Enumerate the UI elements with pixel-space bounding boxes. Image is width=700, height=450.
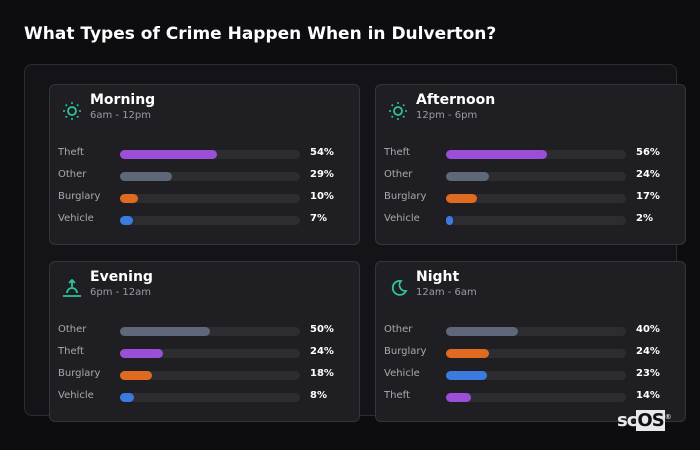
crime-row: Vehicle 8% — [58, 390, 348, 403]
bar-track — [120, 150, 300, 159]
crime-row: Vehicle 23% — [384, 368, 674, 381]
crime-label: Other — [58, 324, 87, 335]
crime-label: Theft — [384, 147, 410, 158]
crime-label: Burglary — [58, 368, 101, 379]
crime-percent: 18% — [310, 368, 334, 379]
crime-percent: 7% — [310, 213, 327, 224]
card-evening: Evening 6pm - 12am Other 50% Theft 24% B… — [49, 261, 360, 422]
card-title: Morning — [90, 92, 156, 108]
crime-percent: 29% — [310, 169, 334, 180]
crime-percent: 17% — [636, 191, 660, 202]
card-title: Afternoon — [416, 92, 496, 108]
bar-fill — [446, 194, 477, 203]
crime-percent: 23% — [636, 368, 660, 379]
crime-label: Vehicle — [384, 213, 420, 224]
sun-icon — [62, 101, 82, 121]
crime-percent: 2% — [636, 213, 653, 224]
crime-label: Other — [384, 169, 413, 180]
bar-fill — [446, 393, 472, 402]
bar-fill — [120, 172, 173, 181]
bar-fill — [120, 393, 135, 402]
card-afternoon: Afternoon 12pm - 6pm Theft 56% Other 24%… — [375, 84, 686, 245]
bar-track — [446, 349, 626, 358]
crime-percent: 14% — [636, 390, 660, 401]
bar-fill — [120, 327, 210, 336]
crime-row: Other 50% — [58, 324, 348, 337]
crime-percent: 50% — [310, 324, 334, 335]
crime-label: Theft — [58, 346, 84, 357]
crime-label: Other — [58, 169, 87, 180]
crime-row: Theft 54% — [58, 147, 348, 160]
crime-row: Theft 24% — [58, 346, 348, 359]
card-morning: Morning 6am - 12pm Theft 54% Other 29% B… — [49, 84, 360, 245]
bar-track — [446, 150, 626, 159]
crime-row: Vehicle 7% — [58, 213, 348, 226]
bar-track — [120, 194, 300, 203]
crime-label: Burglary — [384, 191, 427, 202]
card-hours: 12am - 6am — [416, 287, 477, 298]
bar-track — [120, 393, 300, 402]
card-night: Night 12am - 6am Other 40% Burglary 24% … — [375, 261, 686, 422]
bar-fill — [446, 349, 490, 358]
crime-row: Burglary 10% — [58, 191, 348, 204]
crime-label: Other — [384, 324, 413, 335]
crime-label: Theft — [58, 147, 84, 158]
crime-row: Other 29% — [58, 169, 348, 182]
scos-logo: scOS® — [617, 410, 672, 431]
card-hours: 12pm - 6pm — [416, 110, 478, 121]
moon-icon — [388, 278, 408, 298]
crime-percent: 40% — [636, 324, 660, 335]
crime-row: Other 40% — [384, 324, 674, 337]
crime-label: Burglary — [384, 346, 427, 357]
crime-row: Burglary 24% — [384, 346, 674, 359]
crime-percent: 10% — [310, 191, 334, 202]
bar-track — [446, 172, 626, 181]
bar-track — [446, 194, 626, 203]
card-title: Night — [416, 269, 460, 285]
crime-percent: 8% — [310, 390, 327, 401]
bar-fill — [446, 216, 454, 225]
crime-percent: 24% — [636, 346, 660, 357]
sun-icon — [388, 101, 408, 121]
bar-track — [120, 327, 300, 336]
crime-percent: 56% — [636, 147, 660, 158]
crime-label: Vehicle — [58, 390, 94, 401]
crime-percent: 54% — [310, 147, 334, 158]
bar-fill — [446, 327, 518, 336]
bar-track — [446, 393, 626, 402]
crime-row: Theft 14% — [384, 390, 674, 403]
sunset-icon — [62, 278, 82, 298]
card-hours: 6pm - 12am — [90, 287, 152, 298]
crime-label: Vehicle — [58, 213, 94, 224]
bar-track — [120, 371, 300, 380]
crime-row: Theft 56% — [384, 147, 674, 160]
crime-row: Burglary 17% — [384, 191, 674, 204]
bar-fill — [446, 172, 490, 181]
bar-fill — [120, 349, 164, 358]
bar-fill — [446, 371, 488, 380]
crime-percent: 24% — [310, 346, 334, 357]
crime-row: Other 24% — [384, 169, 674, 182]
crime-label: Vehicle — [384, 368, 420, 379]
bar-fill — [446, 150, 547, 159]
bar-fill — [120, 371, 153, 380]
bar-track — [120, 216, 300, 225]
crime-label: Burglary — [58, 191, 101, 202]
crime-row: Vehicle 2% — [384, 213, 674, 226]
bar-track — [446, 327, 626, 336]
bar-fill — [120, 194, 138, 203]
crime-percent: 24% — [636, 169, 660, 180]
bar-fill — [120, 150, 218, 159]
card-title: Evening — [90, 269, 153, 285]
bar-track — [120, 172, 300, 181]
bar-track — [446, 371, 626, 380]
bar-track — [446, 216, 626, 225]
bar-fill — [120, 216, 133, 225]
bar-track — [120, 349, 300, 358]
crime-row: Burglary 18% — [58, 368, 348, 381]
page-title: What Types of Crime Happen When in Dulve… — [24, 24, 497, 44]
card-hours: 6am - 12pm — [90, 110, 152, 121]
crime-label: Theft — [384, 390, 410, 401]
